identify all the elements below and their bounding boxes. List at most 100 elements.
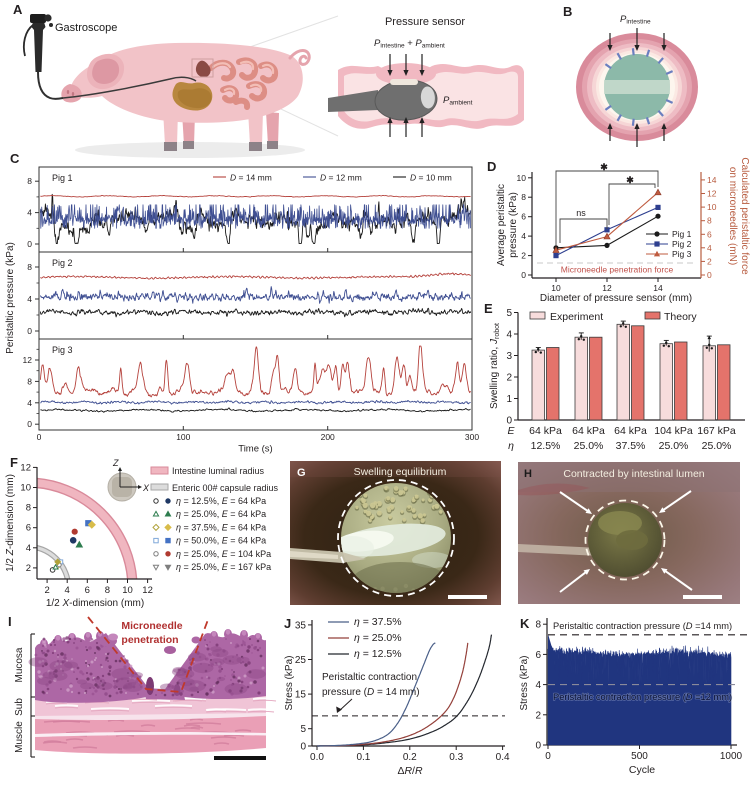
svg-text:D: D [487,159,496,174]
svg-text:✱: ✱ [600,162,608,172]
svg-text:25: 25 [295,655,307,666]
svg-text:64 kPa: 64 kPa [572,425,605,437]
svg-text:0.0: 0.0 [310,752,324,763]
svg-text:✱: ✱ [626,175,634,185]
svg-text:Pig 1: Pig 1 [672,229,692,239]
svg-text:6: 6 [26,523,31,534]
svg-text:Microneedle penetration force: Microneedle penetration force [561,265,674,275]
svg-text:6: 6 [521,212,526,222]
svg-text:1/2 X-dimension (mm): 1/2 X-dimension (mm) [46,598,144,609]
svg-text:104 kPa: 104 kPa [654,425,693,437]
svg-text:Microneedle: Microneedle [121,620,182,632]
svg-text:η = 12.5%, E = 64 kPa: η = 12.5%, E = 64 kPa [176,496,266,506]
svg-text:0: 0 [27,419,32,429]
svg-text:0: 0 [27,239,32,249]
svg-text:12: 12 [707,189,717,199]
svg-text:K: K [520,616,530,631]
svg-text:100: 100 [176,432,190,442]
svg-text:B: B [563,4,572,19]
svg-text:300: 300 [465,432,479,442]
svg-text:η: η [508,440,514,452]
svg-text:1/2 Z-dimension (mm): 1/2 Z-dimension (mm) [5,474,16,572]
svg-text:η = 12.5%: η = 12.5% [354,648,402,660]
svg-text:25.0%: 25.0% [702,440,732,452]
svg-text:Enteric 00# capsule radius: Enteric 00# capsule radius [172,483,279,493]
svg-text:Peristaltic contraction: Peristaltic contraction [322,672,417,683]
svg-text:167 kPa: 167 kPa [697,425,736,437]
svg-text:J: J [284,616,291,631]
svg-text:5: 5 [300,724,306,735]
svg-text:pressure (kPa): pressure (kPa) [508,192,519,258]
svg-text:ΔR/R: ΔR/R [397,765,423,777]
svg-text:Pig 2: Pig 2 [672,239,692,249]
svg-text:Pressure sensor: Pressure sensor [385,16,465,28]
svg-text:3: 3 [506,351,512,362]
svg-text:Theory: Theory [664,311,697,323]
svg-text:I: I [8,614,12,629]
svg-text:12: 12 [23,355,33,365]
svg-text:η = 25.0%, E = 64 kPa: η = 25.0%, E = 64 kPa [176,509,266,519]
svg-text:2: 2 [707,256,712,266]
svg-text:1000: 1000 [720,751,743,762]
svg-text:10: 10 [551,283,561,293]
svg-text:Pintestine: Pintestine [620,14,651,26]
svg-text:0.2: 0.2 [403,752,417,763]
svg-text:10: 10 [122,585,133,596]
svg-text:4: 4 [535,680,541,691]
svg-text:X: X [142,483,150,493]
svg-text:Peristaltic contraction pressu: Peristaltic contraction pressure (D =14 … [553,621,732,631]
svg-text:0.4: 0.4 [496,752,510,763]
svg-text:12.5%: 12.5% [531,440,561,452]
svg-text:0.1: 0.1 [356,752,370,763]
svg-text:Pig 3: Pig 3 [52,345,73,355]
svg-text:4: 4 [27,294,32,304]
svg-text:Intestine luminal radius: Intestine luminal radius [172,466,265,476]
svg-text:0: 0 [707,270,712,280]
svg-text:Pig 1: Pig 1 [52,173,73,183]
svg-text:η = 50.0%, E = 64 kPa: η = 50.0%, E = 64 kPa [176,536,266,546]
svg-text:14: 14 [707,175,717,185]
svg-text:6: 6 [707,229,712,239]
svg-text:G: G [297,467,306,479]
svg-text:Gastroscope: Gastroscope [55,22,117,34]
svg-text:0.3: 0.3 [449,752,463,763]
svg-text:2: 2 [506,373,512,384]
svg-text:1: 1 [506,394,512,405]
svg-text:Swelling equilibrium: Swelling equilibrium [354,466,447,478]
svg-text:Mucosa: Mucosa [14,647,25,682]
svg-text:0: 0 [27,326,32,336]
svg-text:2: 2 [521,251,526,261]
svg-text:64 kPa: 64 kPa [614,425,647,437]
svg-text:2: 2 [535,710,541,721]
svg-text:8: 8 [27,376,32,386]
svg-text:6: 6 [535,650,541,661]
svg-text:Peristaltic pressure (kPa): Peristaltic pressure (kPa) [5,242,16,354]
svg-text:Stress (kPa): Stress (kPa) [519,655,530,710]
svg-text:η = 37.5%, E = 64 kPa: η = 37.5%, E = 64 kPa [176,522,266,532]
svg-text:5: 5 [506,308,512,319]
svg-text:8: 8 [26,503,31,514]
svg-text:Muscle: Muscle [14,721,25,753]
svg-text:pressure (D = 14 mm): pressure (D = 14 mm) [322,687,420,698]
svg-text:4: 4 [65,585,70,596]
svg-text:Peristaltic contraction pressu: Peristaltic contraction pressure (D =12 … [553,692,732,702]
svg-text:Contracted by intestinal lumen: Contracted by intestinal lumen [563,468,704,480]
svg-text:ns: ns [576,208,586,218]
svg-text:Sub: Sub [14,698,25,716]
svg-text:4: 4 [27,208,32,218]
svg-text:Time (s): Time (s) [238,444,272,455]
svg-text:H: H [524,468,532,480]
svg-text:4: 4 [707,243,712,253]
svg-text:12: 12 [142,585,153,596]
svg-text:200: 200 [321,432,335,442]
svg-text:8: 8 [27,176,32,186]
svg-text:A: A [13,2,23,17]
svg-text:35: 35 [295,620,307,631]
svg-text:η = 25.0%, E = 167 kPa: η = 25.0%, E = 167 kPa [176,562,271,572]
svg-text:Pambient: Pambient [443,95,473,107]
svg-text:on microneedles (mN): on microneedles (mN) [727,167,738,265]
svg-text:0: 0 [545,751,551,762]
svg-text:D = 14 mm: D = 14 mm [230,173,272,183]
svg-text:Stress (kPa): Stress (kPa) [284,655,295,710]
svg-text:4: 4 [27,398,32,408]
